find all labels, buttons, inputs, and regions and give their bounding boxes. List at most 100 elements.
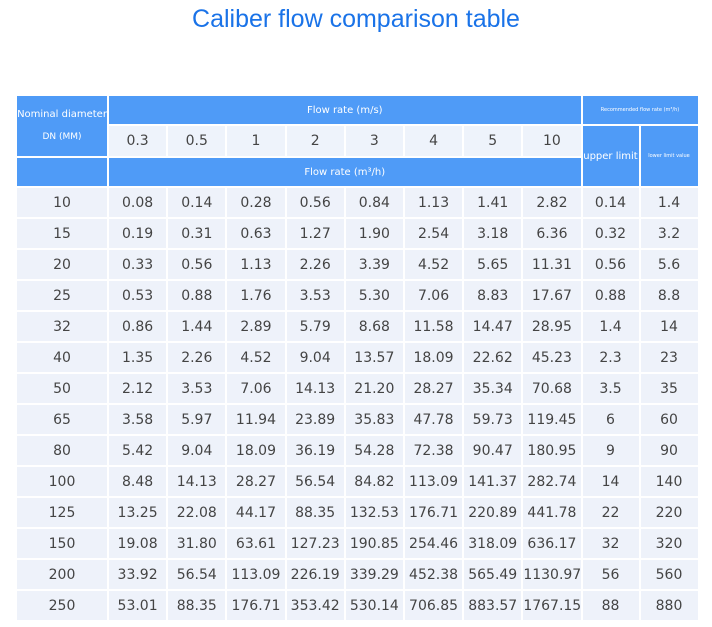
table-cell: 0.14 (580, 186, 641, 219)
table-row: 32 0.86 1.44 2.89 5.79 8.68 11.58 14.47 28.95 1.4… (15, 310, 700, 343)
nominal-header: Nominal diameter DN (MM) (15, 94, 109, 158)
table-cell: 63.61 (225, 527, 287, 560)
table-row: 50 2.12 3.53 7.06 14.13 21.20 28.27 35.34 70.68 3… (15, 372, 700, 405)
flow-table: Nominal diameter DN (MM) Flow rate (m/s) … (15, 94, 700, 622)
table-cell: 1.27 (284, 217, 346, 250)
table-cell: 0.56 (284, 186, 346, 219)
table-cell: 2.3 (580, 341, 641, 374)
table-cell: 14 (638, 310, 700, 343)
table-row: 250 53.01 88.35 176.71 353.42 530.14 706.85 883… (15, 589, 700, 622)
table-row: 150 19.08 31.80 63.61 127.23 190.85 254.46 318.… (15, 527, 700, 560)
table-cell: 0.31 (166, 217, 228, 250)
table-cell: 90.47 (462, 434, 524, 467)
table-row: 125 13.25 22.08 44.17 88.35 132.53 176.71 220.8… (15, 496, 700, 529)
table-cell: 0.14 (166, 186, 228, 219)
table-cell: 23 (638, 341, 700, 374)
table-cell: 176.71 (402, 496, 465, 529)
table-cell: 11.31 (521, 248, 583, 281)
table-cell: 113.09 (402, 465, 465, 498)
table-cell: 339.29 (343, 558, 405, 591)
table-cell: 88 (580, 589, 641, 622)
table-cell: 0.33 (106, 248, 169, 281)
table-row: 200 33.92 56.54 113.09 226.19 339.29 452.38 565… (15, 558, 700, 591)
speed-header: 0.3 (106, 124, 169, 158)
table-cell: 70.68 (521, 372, 583, 405)
table-cell: 14.47 (462, 310, 524, 343)
table-cell: 45.23 (521, 341, 583, 374)
table-cell: 5.65 (462, 248, 524, 281)
table-cell: 21.20 (343, 372, 405, 405)
flow-m3h-header: Flow rate (m³/h) (107, 156, 583, 188)
table-cell: 2.89 (225, 310, 287, 343)
table-cell: 5.79 (284, 310, 346, 343)
table-cell: 1.4 (638, 186, 700, 219)
table-cell: 3.5 (580, 372, 641, 405)
table-cell: 0.56 (166, 248, 228, 281)
table-cell: 1767.15 (521, 589, 583, 622)
speed-header: 2 (284, 124, 346, 158)
speed-header: 1 (225, 124, 287, 158)
table-cell: 9.04 (166, 434, 228, 467)
table-cell: 220 (638, 496, 700, 529)
table-cell: 141.37 (462, 465, 524, 498)
speed-header: 5 (462, 124, 524, 158)
table-cell: 8.83 (462, 279, 524, 312)
table-cell: 35.34 (462, 372, 524, 405)
table-cell: 3.53 (166, 372, 228, 405)
table-cell: 353.42 (284, 589, 346, 622)
table-cell: 19.08 (106, 527, 169, 560)
table-cell: 3.39 (343, 248, 405, 281)
table-cell: 32 (580, 527, 641, 560)
table-cell: 14.13 (166, 465, 228, 498)
upper-limit-header: upper limit (580, 124, 641, 188)
speed-header: 4 (402, 124, 465, 158)
table-cell: 2.26 (166, 341, 228, 374)
table-cell: 56.54 (284, 465, 346, 498)
table-cell: 88.35 (284, 496, 346, 529)
table-cell: 53.01 (106, 589, 169, 622)
table-row: 25 0.53 0.88 1.76 3.53 5.30 7.06 8.83 17.67 0.88 8… (15, 279, 700, 312)
table-row: 10 0.08 0.14 0.28 0.56 0.84 1.13 1.41 2.82 0.14 1.… (15, 186, 700, 219)
table-cell: 1.13 (402, 186, 465, 219)
table-cell: 11.58 (402, 310, 465, 343)
table-cell: 72.38 (402, 434, 465, 467)
empty-header (15, 156, 109, 188)
table-cell: 254.46 (402, 527, 465, 560)
table-cell: 250 (15, 589, 109, 622)
table-cell: 0.19 (106, 217, 169, 250)
table-cell: 56 (580, 558, 641, 591)
table-cell: 2.26 (284, 248, 346, 281)
table-cell: 47.78 (402, 403, 465, 436)
table-row: 15 0.19 0.31 0.63 1.27 1.90 2.54 3.18 6.36 0.32 3.… (15, 217, 700, 250)
table-cell: 5.97 (166, 403, 228, 436)
table-cell: 90 (638, 434, 700, 467)
lower-limit-header: lower limit value (638, 124, 700, 188)
table-cell: 318.09 (462, 527, 524, 560)
table-cell: 7.06 (402, 279, 465, 312)
table-cell: 0.32 (580, 217, 641, 250)
table-cell: 65 (15, 403, 109, 436)
table-cell: 35 (638, 372, 700, 405)
table-cell: 2.54 (402, 217, 465, 250)
speed-header: 3 (343, 124, 405, 158)
table-cell: 132.53 (343, 496, 405, 529)
table-cell: 282.74 (521, 465, 583, 498)
table-cell: 1.41 (462, 186, 524, 219)
table-cell: 28.27 (402, 372, 465, 405)
table-cell: 100 (15, 465, 109, 498)
table-cell: 8.68 (343, 310, 405, 343)
table-cell: 32 (15, 310, 109, 343)
table-cell: 226.19 (284, 558, 346, 591)
table-cell: 18.09 (402, 341, 465, 374)
table-cell: 565.49 (462, 558, 524, 591)
table-cell: 22.62 (462, 341, 524, 374)
table-cell: 1.13 (225, 248, 287, 281)
table-cell: 8.48 (106, 465, 169, 498)
table-cell: 28.27 (225, 465, 287, 498)
table-cell: 180.95 (521, 434, 583, 467)
table-cell: 441.78 (521, 496, 583, 529)
table-row: 40 1.35 2.26 4.52 9.04 13.57 18.09 22.62 45.23 2.… (15, 341, 700, 374)
table-cell: 40 (15, 341, 109, 374)
table-cell: 36.19 (284, 434, 346, 467)
table-cell: 8.8 (638, 279, 700, 312)
